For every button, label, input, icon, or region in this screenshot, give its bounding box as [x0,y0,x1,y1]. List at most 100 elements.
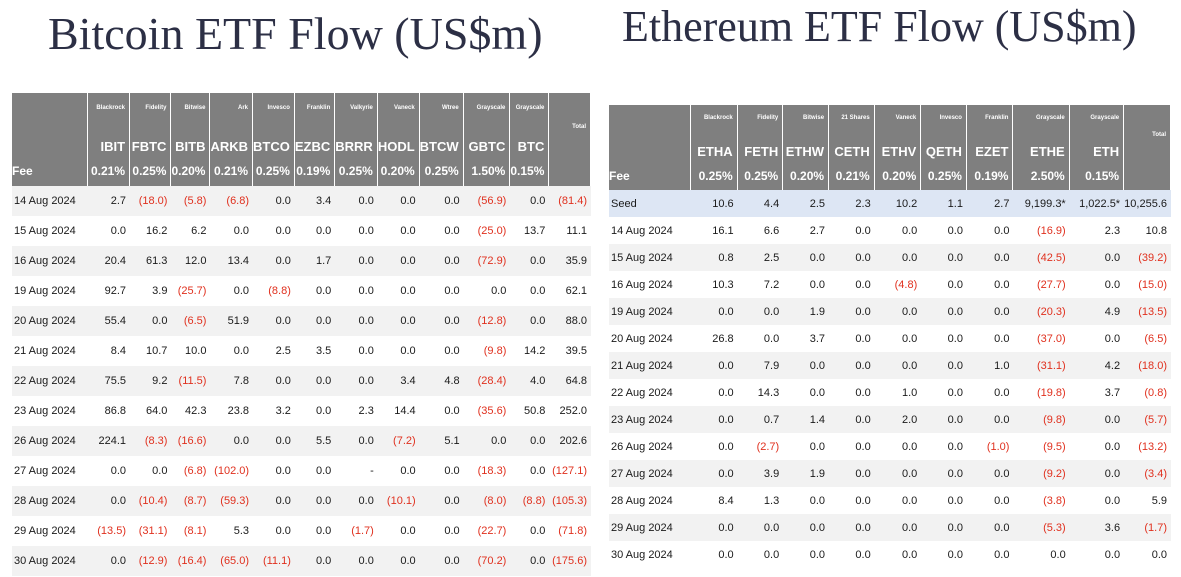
ethereum-flow-cell: (4.8) [874,271,922,298]
ethereum-total-cell: (1.7) [1124,514,1171,541]
bitcoin-fee-cell: 0.25% [130,156,172,186]
ethereum-flow-cell: 0.0 [966,460,1014,487]
bitcoin-flow-cell: 0.0 [253,456,295,486]
bitcoin-date-cell: 20 Aug 2024 [12,306,89,336]
ethereum-ticker-header: ETHV [874,131,922,161]
ethereum-flow-cell: 0.0 [874,352,922,379]
ethereum-flow-cell: 0.0 [691,433,738,460]
ethereum-flow-cell: 0.0 [737,325,784,352]
bitcoin-flow-cell: 0.0 [377,546,420,576]
ethereum-flow-cell: 0.0 [783,271,830,298]
bitcoin-flow-cell: 1.7 [294,246,336,276]
bitcoin-total-cell: 62.1 [549,276,591,306]
bitcoin-flow-cell: (8.7) [171,486,211,516]
ethereum-flow-cell: 0.0 [921,217,967,244]
ethereum-flow-cell: 0.0 [691,379,738,406]
ethereum-flow-cell: 0.0 [874,325,922,352]
bitcoin-manager-header: Invesco [253,93,295,122]
ethereum-flow-cell: 0.0 [921,379,967,406]
ethereum-flow-cell: 0.0 [966,217,1014,244]
bitcoin-flow-cell: 0.0 [377,276,420,306]
ethereum-fee-label: Fee [609,161,692,190]
ethereum-flow-cell: 0.0 [1069,487,1125,514]
bitcoin-ticker-header: ARKB [210,122,254,156]
ethereum-flow-cell: (3.8) [1013,487,1070,514]
ethereum-flow-cell: 0.7 [737,406,784,433]
ethereum-flow-cell: 0.0 [783,244,830,271]
bitcoin-flow-cell: 0.0 [294,216,336,246]
bitcoin-total-cell: 64.8 [549,366,591,396]
ethereum-flow-cell: 1.3 [737,487,784,514]
ethereum-total-cell: (39.2) [1124,244,1171,271]
ethereum-flow-cell: 0.0 [783,487,830,514]
bitcoin-flow-cell: 0.0 [294,396,336,426]
ethereum-flow-cell: 26.8 [691,325,738,352]
ethereum-flow-cell: (37.0) [1013,325,1070,352]
ethereum-total-cell: (0.8) [1124,379,1171,406]
bitcoin-flow-row: 29 Aug 2024 (13.5) (31.1) (8.1) 5.3 0.0 0.0 (1.… [12,516,591,546]
bitcoin-flow-cell: (8.3) [130,426,172,456]
bitcoin-manager-header: Ark [210,93,254,122]
bitcoin-ticker-header: BTC [510,122,550,156]
ethereum-flow-cell: (9.8) [1013,406,1070,433]
bitcoin-manager-header [12,93,89,122]
bitcoin-flow-cell: 86.8 [88,396,131,426]
bitcoin-flow-cell: 51.9 [210,306,254,336]
ethereum-flow-cell: 10.3 [691,271,738,298]
bitcoin-flow-cell: 0.0 [88,216,131,246]
bitcoin-flow-cell: 0.0 [335,486,378,516]
bitcoin-flow-cell: 0.0 [510,246,550,276]
ethereum-flow-cell: 0.0 [829,487,875,514]
bitcoin-flow-cell: 0.0 [253,516,295,546]
ethereum-flow-cell: 0.0 [874,514,922,541]
bitcoin-etf-flow-panel: Blackrock Fidelity Bitwise Ark Invesco Frankl… [12,93,591,577]
bitcoin-flow-cell: 0.0 [510,306,550,336]
bitcoin-ticker-header: BTCO [253,122,295,156]
ethereum-flow-cell: 0.0 [966,271,1014,298]
ethereum-etf-flow-panel: Blackrock Fidelity Bitwise 21 Shares Vaneck I… [609,105,1171,577]
ethereum-flow-cell: (2.7) [737,433,784,460]
ethereum-fee-cell: 0.15% [1069,161,1125,190]
bitcoin-flow-cell: (102.0) [210,456,254,486]
bitcoin-manager-header: Fidelity [130,93,172,122]
ethereum-flow-cell: 0.0 [829,298,875,325]
ethereum-manager-header: Blackrock [691,105,738,131]
bitcoin-total-cell: (81.4) [549,186,591,216]
ethereum-flow-cell: 0.8 [691,244,738,271]
bitcoin-date-cell: 19 Aug 2024 [12,276,89,306]
bitcoin-flow-row: 26 Aug 2024 224.1 (8.3) (16.6) 0.0 0.0 5.5 0.0(… [12,426,591,456]
bitcoin-flow-cell: 0.0 [294,486,336,516]
bitcoin-fee-cell: 0.20% [171,156,211,186]
bitcoin-fee-cell: 0.25% [335,156,378,186]
bitcoin-flow-row: 16 Aug 2024 20.4 61.3 12.0 13.4 0.0 1.7 0.0 0.0 0… [12,246,591,276]
ethereum-flow-cell: 14.3 [737,379,784,406]
ethereum-flow-cell: 2.3 [1069,217,1125,244]
bitcoin-flow-cell: 0.0 [294,366,336,396]
ethereum-flow-cell: 0.0 [921,271,967,298]
ethereum-flow-cell: 1.1 [921,190,967,217]
bitcoin-ticker-header: GBTC [463,122,511,156]
bitcoin-flow-cell: (9.8) [463,336,511,366]
bitcoin-manager-header: Valkyrie [335,93,378,122]
ethereum-manager-header: Invesco [921,105,967,131]
bitcoin-total-cell: 35.9 [549,246,591,276]
bitcoin-flow-cell: 75.5 [88,366,131,396]
bitcoin-flow-cell: 0.0 [253,426,295,456]
ethereum-flow-cell: 0.0 [737,298,784,325]
ethereum-flow-cell: 2.7 [783,217,830,244]
ethereum-flow-cell: (1.0) [966,433,1014,460]
bitcoin-flow-cell: 3.4 [377,366,420,396]
bitcoin-flow-row: 14 Aug 2024 2.7 (18.0) (5.8) (6.8) 0.0 3.4 0.0 0… [12,186,591,216]
bitcoin-flow-cell: 23.8 [210,396,254,426]
bitcoin-flow-cell: (6.5) [171,306,211,336]
bitcoin-flow-cell: 0.0 [294,456,336,486]
ethereum-ticker-header: ETHW [783,131,830,161]
ethereum-flow-cell: (42.5) [1013,244,1070,271]
bitcoin-flow-cell: 61.3 [130,246,172,276]
ethereum-flow-cell: 0.0 [829,217,875,244]
ethereum-flow-cell: 0.0 [1069,460,1125,487]
bitcoin-fee-label: Fee [12,156,89,186]
ethereum-total-cell: (15.0) [1124,271,1171,298]
ethereum-flow-cell: 1.0 [874,379,922,406]
ethereum-flow-cell: 0.0 [921,541,967,568]
